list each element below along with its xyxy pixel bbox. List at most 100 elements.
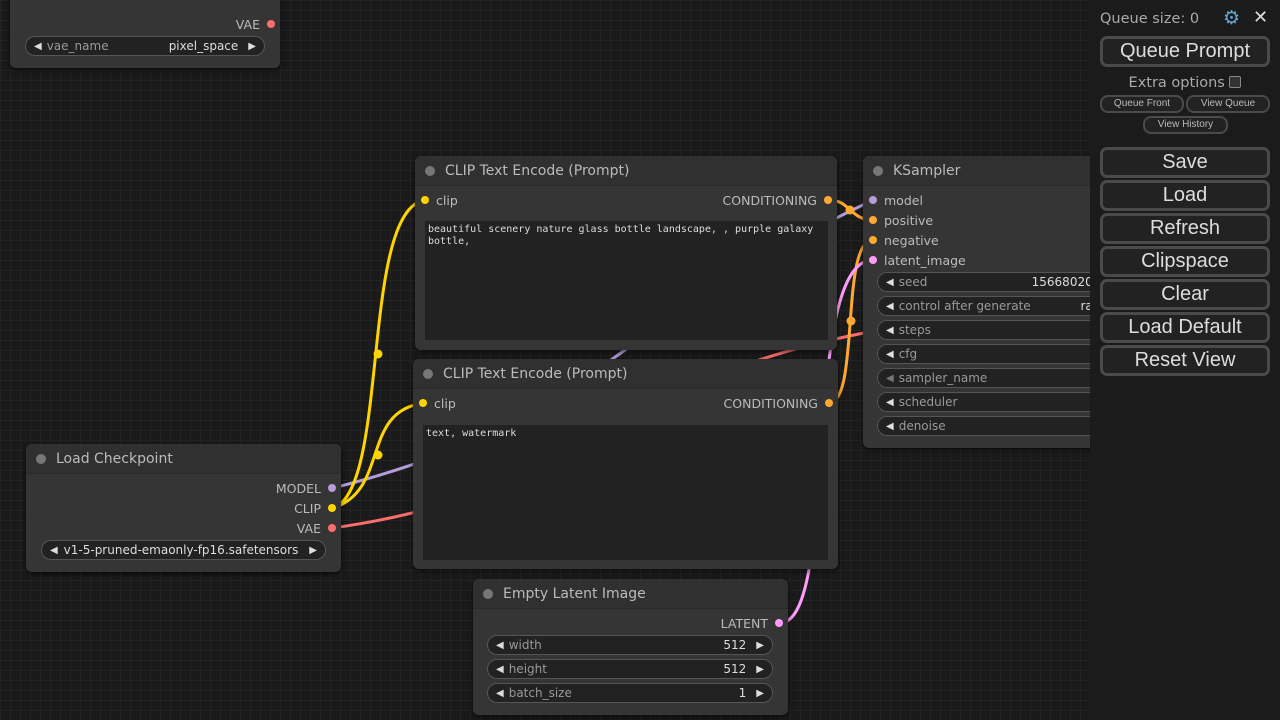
arrow-right-icon[interactable]: ▶ (248, 40, 256, 52)
collapse-dot[interactable] (423, 368, 433, 379)
slot-label: VAE (296, 520, 321, 536)
arrow-left-icon[interactable]: ◀ (886, 300, 894, 312)
load-button[interactable]: Load (1100, 180, 1270, 211)
input-latent-image[interactable]: latent_image (869, 253, 966, 268)
clip-text-encode-positive[interactable]: CLIP Text Encode (Prompt) clip CONDITION… (415, 156, 837, 350)
widget-3[interactable]: ◀ cfg (877, 344, 1090, 364)
arrow-left-icon[interactable]: ◀ (886, 372, 894, 384)
slot-dot[interactable] (328, 524, 336, 532)
output-model[interactable]: MODEL (276, 481, 336, 496)
arrow-right-icon[interactable]: ▶ (756, 687, 764, 699)
prompt-textarea[interactable]: text, watermark (423, 425, 828, 560)
slot-dot[interactable] (869, 196, 877, 204)
arrow-left-icon[interactable]: ◀ (886, 276, 894, 288)
prompt-textarea[interactable]: beautiful scenery nature glass bottle la… (425, 221, 828, 340)
arrow-left-icon[interactable]: ◀ (886, 396, 894, 408)
output-latent[interactable]: LATENT (721, 616, 783, 631)
vae-name-widget[interactable]: ◀ vae_name pixel_space ▶ (25, 36, 265, 56)
graph-canvas[interactable]: VAE ◀ vae_name pixel_space ▶ CLIP Text Enco… (0, 0, 1090, 720)
slot-dot[interactable] (775, 619, 783, 627)
input-model[interactable]: model (869, 193, 923, 208)
slot-dot[interactable] (824, 196, 832, 204)
load-checkpoint-node[interactable]: Load Checkpoint MODEL CLIP VAE ◀ v1-5-pru… (26, 444, 341, 572)
widget-label: vae_name (46, 39, 109, 53)
queue-prompt-button[interactable]: Queue Prompt (1100, 36, 1270, 67)
arrow-right-icon[interactable]: ▶ (756, 663, 764, 675)
widget-label: batch_size (508, 686, 572, 700)
save-button[interactable]: Save (1100, 147, 1270, 178)
slot-dot[interactable] (421, 196, 429, 204)
vae-loader-node[interactable]: VAE ◀ vae_name pixel_space ▶ (10, 0, 280, 68)
widget-value: 1 (738, 686, 747, 700)
load-default-button[interactable]: Load Default (1100, 312, 1270, 343)
ksampler-node[interactable]: KSampler model positive negative latent_… (863, 156, 1090, 448)
node-title[interactable]: Empty Latent Image (473, 579, 788, 609)
arrow-left-icon[interactable]: ◀ (496, 663, 504, 675)
slot-dot[interactable] (869, 236, 877, 244)
close-icon[interactable]: ✕ (1253, 7, 1269, 28)
widget-0[interactable]: ◀ seed 1566802087 (877, 272, 1090, 292)
slot-label: negative (884, 232, 939, 248)
collapse-dot[interactable] (425, 165, 435, 176)
slot-dot[interactable] (328, 484, 336, 492)
node-title[interactable]: CLIP Text Encode (Prompt) (413, 359, 838, 389)
output-vae[interactable]: VAE (236, 17, 275, 32)
arrow-left-icon[interactable]: ◀ (50, 544, 58, 556)
slot-label: clip (434, 395, 456, 411)
widget-value: rand (1080, 299, 1090, 313)
widget-value: 512 (723, 662, 747, 676)
widget-5[interactable]: ◀schedulern (877, 392, 1090, 412)
input-negative[interactable]: negative (869, 232, 939, 248)
slot-dot[interactable] (869, 216, 877, 224)
node-title[interactable]: Load Checkpoint (26, 444, 341, 474)
widget-label: steps (898, 323, 931, 337)
clipspace-button[interactable]: Clipspace (1100, 246, 1270, 277)
widget-4[interactable]: ◀ sampler_name (877, 368, 1090, 388)
arrow-left-icon[interactable]: ◀ (34, 40, 42, 52)
widget-2[interactable]: ◀ steps (877, 320, 1090, 340)
extra-options-checkbox[interactable] (1229, 76, 1242, 88)
slot-dot[interactable] (267, 20, 275, 28)
input-clip[interactable]: clip (419, 395, 456, 411)
widget-6[interactable]: ◀ denoise (877, 416, 1090, 436)
output-conditioning[interactable]: CONDITIONING (723, 193, 832, 208)
view-queue-button[interactable]: View Queue (1186, 95, 1270, 113)
input-clip[interactable]: clip (421, 193, 458, 208)
reset-view-button[interactable]: Reset View (1100, 345, 1270, 376)
node-title[interactable]: KSampler (863, 156, 1090, 186)
output-clip[interactable]: CLIP (294, 500, 336, 516)
slot-dot[interactable] (419, 399, 427, 407)
slot-label: CLIP (294, 500, 321, 516)
ckpt-name-widget[interactable]: ◀ v1-5-pruned-emaonly-fp16.safetensors ▶ (41, 540, 326, 560)
widget-1[interactable]: ◀ height 512 ▶ (487, 659, 773, 679)
slot-dot[interactable] (869, 256, 877, 264)
node-title[interactable]: CLIP Text Encode (Prompt) (415, 156, 837, 186)
arrow-left-icon[interactable]: ◀ (496, 639, 504, 651)
collapse-dot[interactable] (873, 165, 883, 176)
refresh-button[interactable]: Refresh (1100, 213, 1270, 244)
arrow-left-icon[interactable]: ◀ (886, 324, 894, 336)
output-vae[interactable]: VAE (296, 520, 336, 536)
input-positive[interactable]: positive (869, 213, 933, 228)
empty-latent-image-node[interactable]: Empty Latent Image LATENT ◀ width 512 ▶ ◀ hei… (473, 579, 788, 715)
widget-0[interactable]: ◀ width 512 ▶ (487, 635, 773, 655)
arrow-left-icon[interactable]: ◀ (886, 348, 894, 360)
slot-dot[interactable] (825, 399, 833, 407)
arrow-left-icon[interactable]: ◀ (886, 420, 894, 432)
gear-icon[interactable]: ⚙ (1223, 7, 1241, 29)
clear-button[interactable]: Clear (1100, 279, 1270, 310)
arrow-right-icon[interactable]: ▶ (309, 544, 317, 556)
arrow-right-icon[interactable]: ▶ (756, 639, 764, 651)
arrow-left-icon[interactable]: ◀ (496, 687, 504, 699)
widget-2[interactable]: ◀ batch_size 1 ▶ (487, 683, 773, 703)
output-conditioning[interactable]: CONDITIONING (724, 396, 833, 411)
menu-panel: Queue size: 0 ⚙ ✕ Queue Prompt Extra opt… (1090, 0, 1280, 720)
collapse-dot[interactable] (36, 453, 46, 464)
widget-1[interactable]: ◀ control after generate rand (877, 296, 1090, 316)
clip-text-encode-negative[interactable]: CLIP Text Encode (Prompt) clip CONDITION… (413, 359, 838, 569)
view-history-button[interactable]: View History (1143, 116, 1228, 134)
slot-dot[interactable] (328, 504, 336, 512)
queue-front-button[interactable]: Queue Front (1100, 95, 1184, 113)
collapse-dot[interactable] (483, 588, 493, 599)
title-text: Empty Latent Image (503, 585, 646, 602)
